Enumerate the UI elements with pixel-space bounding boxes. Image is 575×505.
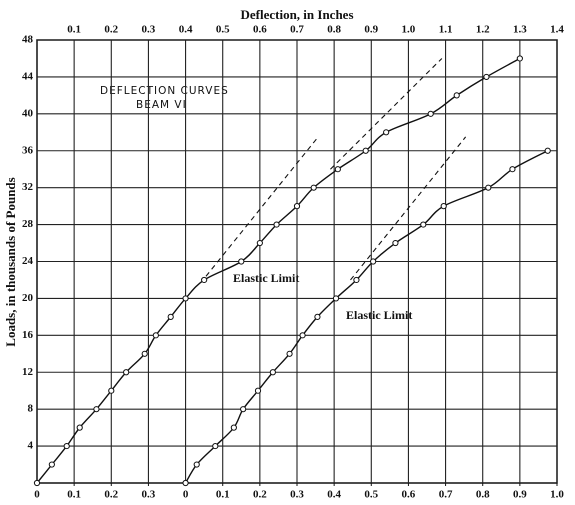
annotation: DEFLECTION CURVES	[100, 85, 229, 97]
data-point	[123, 369, 130, 376]
annotation: BEAM VI	[136, 99, 187, 111]
data-point	[269, 369, 276, 376]
data-point	[93, 406, 100, 413]
x2-tick-label: 0.3	[290, 489, 304, 501]
x-tick-label-top: 0.3	[142, 24, 156, 36]
annotation: Elastic Limit	[233, 271, 299, 285]
x-tick-label-top: 0.8	[327, 24, 341, 36]
x-tick-label-top: 1.2	[476, 24, 490, 36]
x2-tick-label: 1.0	[550, 489, 564, 501]
y-tick-label: 48	[22, 34, 34, 46]
data-point	[516, 55, 523, 62]
x-tick-label: 0.1	[67, 489, 81, 501]
y-tick-label: 4	[28, 440, 34, 452]
y-axis-label: Loads, in thousands of Pounds	[3, 177, 18, 346]
x2-tick-label: 0.5	[364, 489, 378, 501]
data-point	[76, 424, 83, 431]
data-point	[230, 424, 237, 431]
data-point	[286, 350, 293, 357]
data-point	[182, 479, 189, 487]
x2-tick-label: 0.4	[327, 489, 341, 501]
data-point	[108, 387, 115, 394]
x-tick-label-top: 0.4	[179, 24, 193, 36]
x-tick-label: 0	[34, 489, 40, 501]
data-point	[293, 203, 301, 210]
data-point	[182, 295, 189, 302]
x-tick-label-top: 1.0	[402, 24, 416, 36]
x-tick-label: 0.3	[142, 489, 156, 501]
tangent-line	[205, 136, 319, 277]
x-tick-label-top: 0.5	[216, 24, 230, 36]
y-tick-label: 20	[22, 292, 34, 304]
x-tick-label-top: 0.1	[67, 24, 81, 36]
x2-tick-label: 0.7	[439, 489, 453, 501]
data-point	[254, 387, 262, 394]
x2-tick-label: 0.1	[216, 489, 230, 501]
x2-tick-label: 0.8	[476, 489, 490, 501]
data-point	[238, 258, 245, 265]
data-point	[152, 332, 159, 339]
x2-tick-label: 0	[183, 489, 189, 501]
data-point	[240, 406, 247, 413]
data-point	[48, 461, 55, 468]
data-point	[314, 313, 321, 320]
data-point	[256, 239, 263, 247]
x-tick-label-top: 0.6	[253, 24, 267, 36]
x-tick-label: 0.2	[104, 489, 118, 501]
data-point	[332, 295, 340, 302]
x-tick-label-top: 1.3	[513, 24, 527, 36]
tangent-line	[350, 136, 467, 281]
data-point	[509, 166, 516, 173]
data-point	[201, 276, 208, 284]
data-point	[383, 129, 390, 136]
data-point	[544, 147, 551, 154]
data-point	[334, 166, 341, 173]
data-point	[299, 332, 306, 339]
y-tick-label: 28	[22, 218, 34, 230]
x-tick-label-top: 0.2	[104, 24, 118, 36]
data-point	[362, 147, 369, 154]
y-tick-label: 24	[22, 255, 34, 267]
tangent-line	[330, 58, 443, 170]
x-tick-label-top: 0.7	[290, 24, 304, 36]
data-point	[427, 110, 434, 117]
data-point	[420, 221, 427, 228]
x2-tick-label: 0.9	[513, 489, 527, 501]
data-point	[167, 313, 174, 320]
chart-title: Deflection, in Inches	[240, 7, 353, 22]
data-point	[453, 92, 460, 99]
data-point	[212, 442, 219, 450]
y-tick-label: 44	[22, 70, 34, 82]
data-point	[485, 184, 492, 191]
data-point	[33, 479, 41, 487]
x-tick-label-top: 0.9	[364, 24, 378, 36]
data-point	[483, 73, 490, 81]
x-tick-label-top: 1.4	[550, 24, 564, 36]
data-point	[353, 276, 360, 284]
y-tick-label: 40	[22, 107, 34, 119]
data-point	[392, 239, 399, 247]
data-point	[273, 221, 280, 228]
x2-tick-label: 0.2	[253, 489, 267, 501]
data-point	[310, 184, 317, 191]
data-point	[440, 203, 447, 210]
annotation: Elastic Limit	[346, 308, 412, 322]
data-point	[370, 258, 377, 265]
x2-tick-label: 0.6	[402, 489, 416, 501]
y-tick-label: 8	[28, 403, 34, 415]
data-point	[141, 350, 148, 357]
x-tick-label-top: 1.1	[439, 24, 453, 36]
data-point	[193, 461, 200, 468]
y-tick-label: 12	[22, 366, 34, 378]
data-point	[63, 442, 70, 450]
y-tick-label: 16	[22, 329, 34, 341]
y-tick-label: 32	[22, 181, 34, 193]
y-tick-label: 36	[22, 144, 34, 156]
